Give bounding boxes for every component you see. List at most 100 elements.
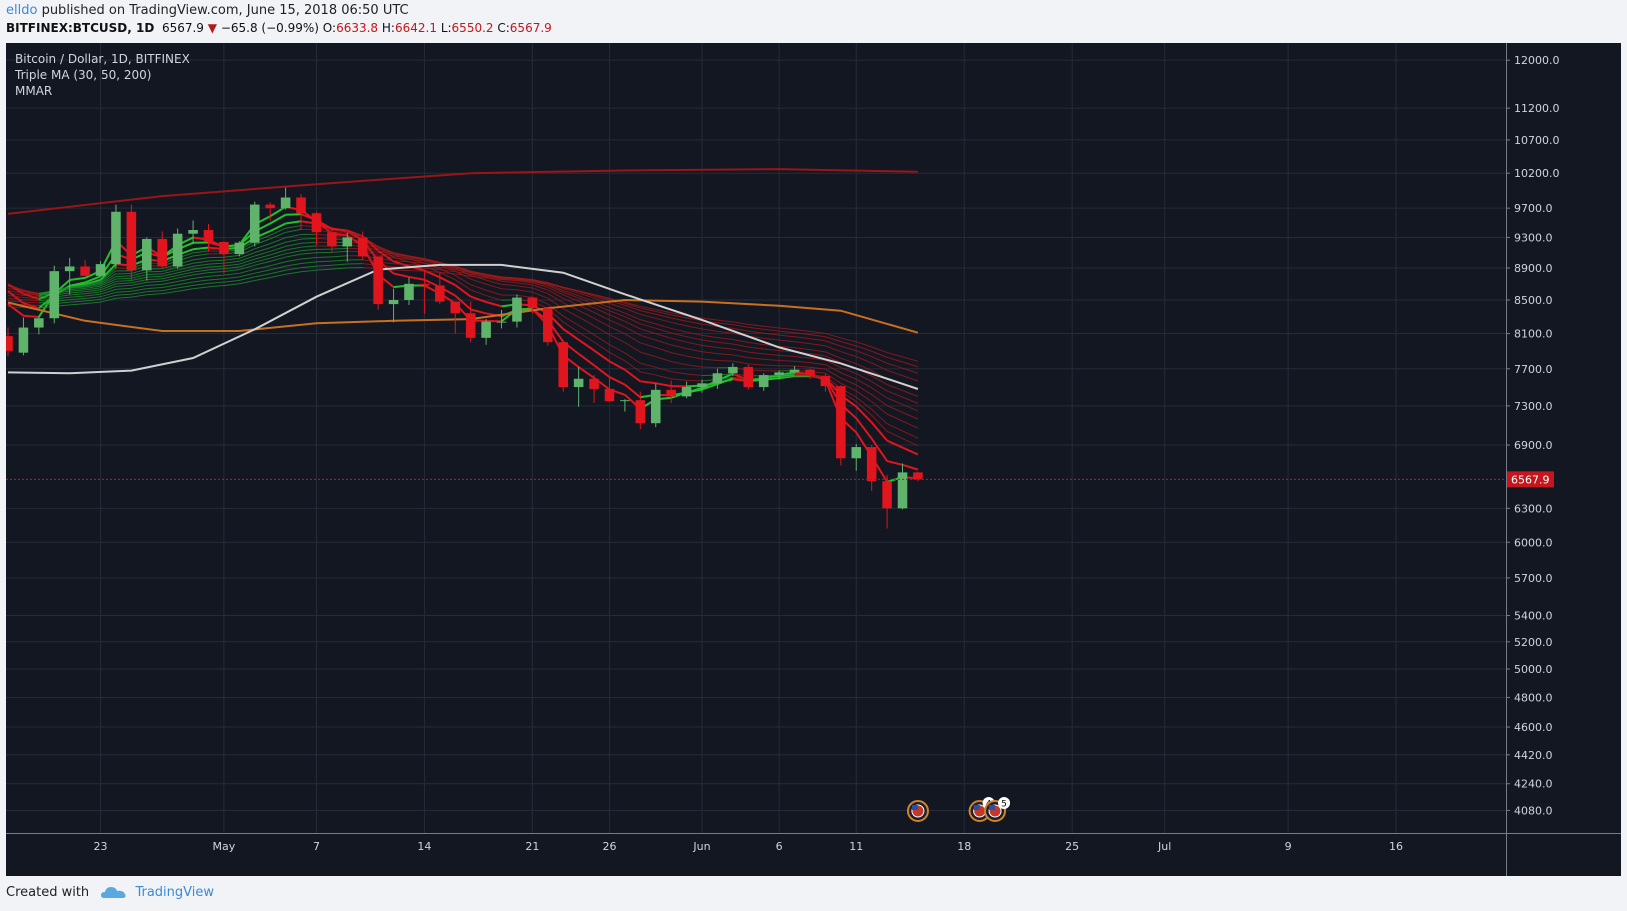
mmar-ribbon-segment [177, 271, 194, 276]
mmar-ribbon-segment [886, 413, 903, 422]
mmar-ribbon-segment [717, 322, 733, 326]
event-count-label: 5 [1001, 800, 1007, 810]
price-tick-label: 7300.0 [1514, 400, 1553, 413]
mmar-ribbon-segment [840, 357, 857, 365]
mmar-ribbon-segment [270, 261, 286, 267]
price-chart[interactable]: 4080.0 4240.0 4420.0 4600.0 4800.0 5000.0 5200… [6, 43, 1621, 876]
mmar-ribbon-segment [686, 317, 703, 322]
mmar-ribbon-segment [748, 357, 764, 360]
time-tick-label: 16 [1389, 840, 1403, 853]
last-price: 6567.9 [161, 21, 204, 35]
mmar-ribbon-segment [701, 323, 718, 327]
mmar-ribbon-segment [162, 290, 178, 295]
candle-body [712, 373, 723, 384]
mmar-ribbon-segment [270, 237, 286, 245]
price-tick-label: 5200.0 [1514, 636, 1553, 649]
tradingview-link[interactable]: TradingView [135, 885, 214, 900]
mmar-ribbon-segment [239, 264, 255, 271]
time-axis[interactable]: 23 May 7 14 21 26 Jun 6 11 18 25 Jul 9 16 [6, 833, 1621, 854]
candle-body [435, 285, 445, 302]
mmar-ribbon-segment [285, 253, 302, 258]
mmar-ribbon-segment [701, 366, 718, 369]
mmar-ribbon-segment [285, 234, 302, 239]
mmar-ribbon-segment [393, 252, 410, 257]
candle-body [249, 204, 260, 243]
mmar-ribbon-segment [254, 250, 271, 257]
mmar-ribbon-segment [69, 281, 86, 287]
candle-body [635, 400, 646, 424]
mmar-ribbon-segment [609, 344, 626, 354]
mmar-ribbon-segment [239, 276, 255, 281]
mmar-ribbon-segment [701, 317, 718, 321]
mmar-ribbon-segment [871, 362, 888, 371]
mmar-ribbon-segment [516, 282, 533, 286]
mmar-ribbon-segment [424, 267, 440, 271]
price-axis[interactable]: 4080.0 4240.0 4420.0 4600.0 4800.0 5000.0 5200… [6, 43, 1560, 876]
mmar-ribbon-segment [578, 338, 595, 352]
mmar-ribbon-segment [331, 263, 348, 266]
mmar-ribbon-segment [85, 289, 101, 293]
mmar-ribbon-segment [131, 281, 147, 286]
mmar-ribbon-segment [886, 430, 903, 440]
mmar-ribbon-segment [578, 291, 595, 297]
mmar-ribbon-segment [115, 293, 132, 296]
mmar-ribbon-segment [84, 275, 101, 284]
mmar-ribbon-segment [532, 280, 548, 285]
candle-body [234, 242, 245, 255]
author-link[interactable]: elldo [6, 3, 38, 18]
mmar-ribbon-segment [193, 272, 209, 276]
mmar-ribbon-segment [270, 253, 286, 259]
mmar-ribbon-segment [23, 290, 39, 294]
mmar-ribbon-segment [300, 265, 317, 269]
mmar-ribbon-segment [701, 358, 718, 361]
chart-legend: Bitcoin / Dollar, 1D, BITFINEX Triple MA… [14, 52, 190, 98]
mmar-ribbon-segment [902, 390, 919, 397]
mmar-ribbon-segment [455, 275, 471, 286]
mmar-ribbon-segment [300, 248, 317, 252]
mmar-ribbon-segment [208, 274, 224, 277]
mmar-ribbon-segment [424, 259, 440, 264]
candle-body [280, 197, 291, 209]
mmar-ribbon-segment [701, 334, 718, 339]
mmar-ribbon-segment [239, 272, 255, 278]
mmar-ribbon-segment [779, 354, 795, 357]
mmar-ribbon-segment [902, 396, 919, 404]
mmar-ribbon-segment [717, 330, 733, 334]
mmar-ribbon-segment [779, 345, 795, 349]
mmar-ribbon-segment [285, 258, 302, 263]
price-tick-label: 10200.0 [1514, 167, 1560, 180]
time-tick-label: 25 [1065, 840, 1079, 853]
mmar-ribbon-segment [69, 291, 86, 294]
mmar-ribbon-segment [902, 463, 919, 471]
mmar-ribbon-segment [779, 327, 795, 331]
mmar-ribbon-segment [285, 246, 302, 251]
mmar-ribbon-segment [532, 284, 548, 291]
mmar-ribbon-segment [223, 283, 240, 287]
mmar-ribbon-segment [100, 278, 117, 287]
candle-body [728, 366, 738, 374]
mmar-ribbon-segment [609, 352, 626, 362]
price-tick-label: 8100.0 [1514, 328, 1553, 341]
flag-canton [973, 805, 980, 810]
mmar-ribbon-segment [285, 267, 302, 271]
last-price-tag-label: 6567.9 [1511, 473, 1550, 486]
mmar-ribbon-segment [886, 369, 903, 377]
mmar-ribbon-segment [578, 316, 595, 327]
candle-body [743, 366, 754, 388]
mmar-ribbon-segment [671, 321, 687, 327]
mmar-ribbon-segment [855, 405, 873, 424]
legend-mmar[interactable]: MMAR [15, 84, 52, 98]
legend-triple-ma[interactable]: Triple MA (30, 50, 200) [14, 68, 151, 82]
mmar-ribbon-segment [547, 285, 564, 293]
mmar-ribbon-segment [270, 265, 286, 271]
mmar-ribbon-segment [316, 260, 332, 263]
price-change: −65.8 (−0.99%) [220, 21, 319, 35]
event-markers[interactable]: 45 [906, 797, 1011, 822]
mmar-ribbon-segment [100, 294, 117, 300]
mmar-ribbon-segment [609, 314, 626, 322]
mmar-ribbon-segment [855, 390, 872, 403]
low-value: 6550.2 [451, 21, 494, 35]
mmar-ribbon-segment [254, 269, 271, 274]
candle-body [49, 271, 60, 319]
mmar-ribbon-segment [825, 364, 842, 374]
